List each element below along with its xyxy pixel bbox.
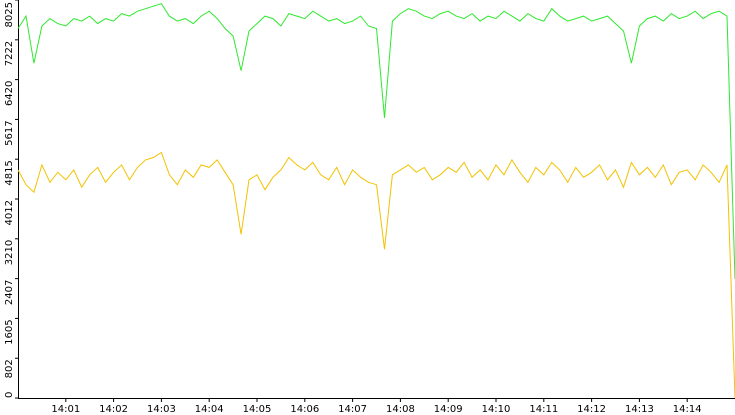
- x-tick-label: 14:05: [243, 404, 272, 415]
- x-tick-label: 14:08: [386, 404, 415, 415]
- y-tick-label: 4815: [4, 160, 15, 185]
- y-tick-label: 802: [4, 359, 15, 378]
- y-tick-label: 0: [4, 392, 15, 398]
- y-tick-label: 4012: [4, 200, 15, 225]
- x-tick-label: 14:14: [673, 404, 702, 415]
- x-tick-label: 14:13: [625, 404, 654, 415]
- x-tick-label: 14:09: [434, 404, 463, 415]
- x-tick-label: 14:06: [290, 404, 319, 415]
- x-tick-label: 14:03: [147, 404, 176, 415]
- x-tick-label: 14:10: [482, 404, 511, 415]
- y-tick-label: 6420: [4, 81, 15, 106]
- x-tick-label: 14:07: [338, 404, 367, 415]
- y-tick-label: 1605: [4, 319, 15, 344]
- x-tick-label: 14:11: [529, 404, 558, 415]
- y-tick-label: 2407: [4, 280, 15, 305]
- x-tick-label: 14:04: [195, 404, 224, 415]
- series-line: [17, 3, 735, 280]
- y-tick-label: 5617: [4, 120, 15, 145]
- y-tick-label: 7222: [4, 41, 15, 66]
- x-tick-label: 14:12: [577, 404, 606, 415]
- series-line: [17, 151, 735, 399]
- y-tick-label: 3210: [4, 240, 15, 265]
- y-tick-label: 8025: [4, 2, 15, 27]
- x-tick-label: 14:01: [51, 404, 80, 415]
- x-tick-label: 14:02: [99, 404, 128, 415]
